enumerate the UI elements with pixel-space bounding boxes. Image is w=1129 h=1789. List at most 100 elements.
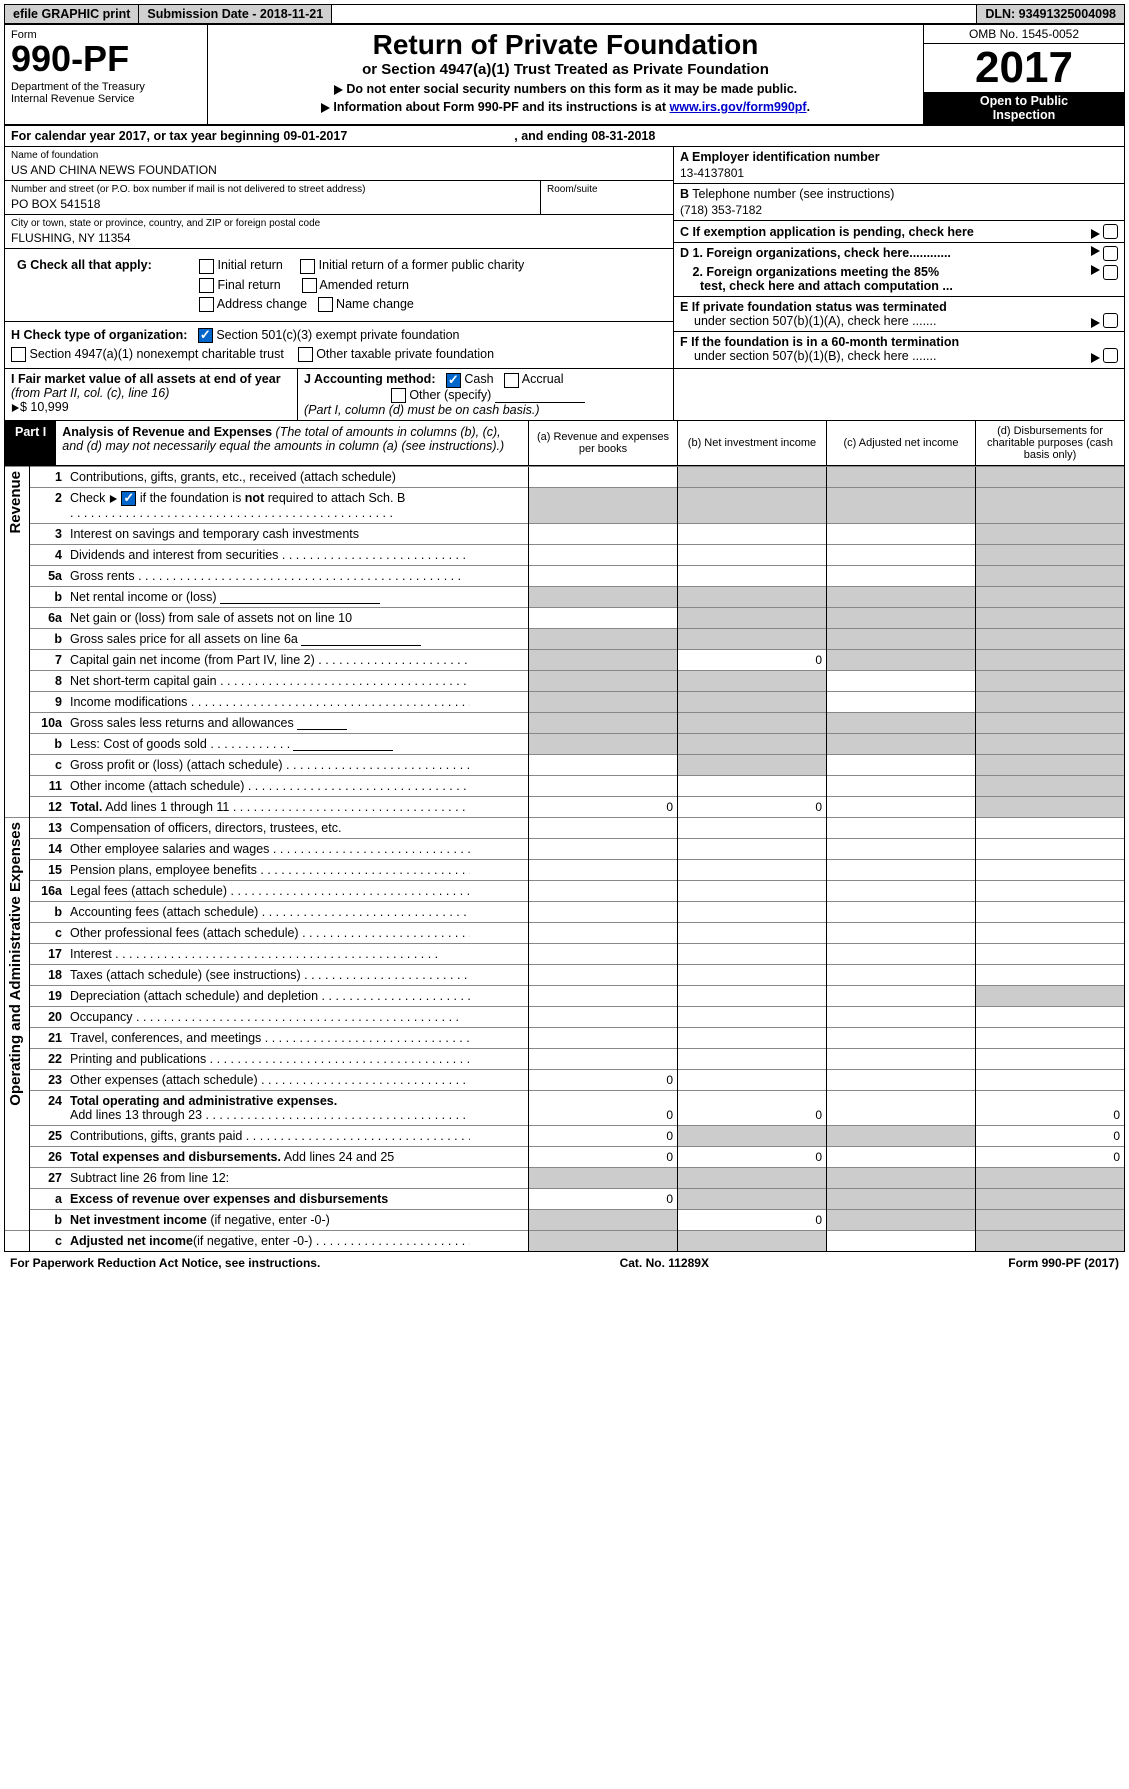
check-accrual[interactable] <box>504 373 519 388</box>
check-e[interactable] <box>1103 313 1118 328</box>
footer-right-pre: Form <box>1008 1256 1041 1270</box>
ein-label: A Employer identification number <box>680 150 1118 164</box>
opt-accrual: Accrual <box>522 372 564 386</box>
arrow-icon <box>1091 265 1100 275</box>
check-address-change[interactable] <box>199 297 214 312</box>
line-27a: Excess of revenue over expenses and disb… <box>70 1192 388 1206</box>
line-27c2: (if negative, enter -0-) <box>193 1234 313 1248</box>
cal-pre: For calendar year 2017, or tax year begi… <box>11 129 283 143</box>
expenses-side-label: Operating and Administrative Expenses <box>5 818 26 1110</box>
val-24d: 0 <box>976 1091 1125 1126</box>
c-text: C If exemption application is pending, c… <box>680 225 1091 239</box>
name-label: Name of foundation <box>11 150 667 161</box>
dln-label: DLN: <box>985 7 1018 21</box>
check-d2[interactable] <box>1103 265 1118 280</box>
opt-final-return: Final return <box>217 278 280 292</box>
opt-other-taxable: Other taxable private foundation <box>316 347 494 361</box>
check-cash[interactable] <box>446 373 461 388</box>
j-label: J Accounting method: <box>304 372 435 386</box>
f2-text: under section 507(b)(1)(B), check here .… <box>694 349 936 363</box>
check-c[interactable] <box>1103 224 1118 239</box>
footer-left: For Paperwork Reduction Act Notice, see … <box>10 1256 320 1270</box>
form-subtitle: or Section 4947(a)(1) Trust Treated as P… <box>214 61 917 78</box>
line-1: Contributions, gifts, grants, etc., rece… <box>70 470 396 484</box>
dept-1: Department of the Treasury <box>11 81 201 93</box>
check-sch-b[interactable] <box>121 491 136 506</box>
cal-mid: , and ending <box>514 129 591 143</box>
check-initial-return[interactable] <box>199 259 214 274</box>
opt-501c3: Section 501(c)(3) exempt private foundat… <box>216 328 459 342</box>
line-5a: Gross rents <box>70 569 135 583</box>
footer-mid: Cat. No. 11289X <box>620 1256 709 1270</box>
info-text: Information about Form 990-PF and its in… <box>333 100 669 114</box>
part-1-title: Analysis of Revenue and Expenses <box>62 425 272 439</box>
j-note: (Part I, column (d) must be on cash basi… <box>304 403 540 417</box>
line-2-a: Check <box>70 491 109 505</box>
line-27b2: (if negative, enter -0-) <box>207 1213 330 1227</box>
line-11: Other income (attach schedule) <box>70 779 244 793</box>
line-12a: Total. <box>70 800 102 814</box>
line-4: Dividends and interest from securities <box>70 548 278 562</box>
cal-begin: 09-01-2017 <box>283 129 347 143</box>
cal-end: 08-31-2018 <box>591 129 655 143</box>
e1-text: E If private foundation status was termi… <box>680 300 947 314</box>
check-other-taxable[interactable] <box>298 347 313 362</box>
line-10c: Gross profit or (loss) (attach schedule) <box>70 758 283 772</box>
line-23: Other expenses (attach schedule) <box>70 1073 258 1087</box>
check-f[interactable] <box>1103 348 1118 363</box>
room-label: Room/suite <box>547 184 667 195</box>
city-value: FLUSHING, NY 11354 <box>11 229 667 245</box>
d1-text: D 1. Foreign organizations, check here..… <box>680 246 1091 261</box>
opt-initial-public: Initial return of a former public charit… <box>319 258 525 272</box>
line-5b: Net rental income or (loss) <box>70 590 217 604</box>
arrow-icon <box>12 404 19 412</box>
line-17: Interest <box>70 947 112 961</box>
arrow-icon <box>1091 246 1100 256</box>
submission-label: Submission Date - <box>147 7 260 21</box>
col-d-header: (d) Disbursements for charitable purpose… <box>975 421 1124 465</box>
arrow-icon <box>1091 353 1100 363</box>
revenue-side-label: Revenue <box>5 467 26 538</box>
val-25d: 0 <box>976 1126 1125 1147</box>
line-6a: Net gain or (loss) from sale of assets n… <box>70 611 352 625</box>
fmv-sub: (from Part II, col. (c), line 16) <box>11 386 169 400</box>
arrow-icon <box>321 103 330 113</box>
check-name-change[interactable] <box>318 297 333 312</box>
omb-number: OMB No. 1545-0052 <box>924 25 1124 44</box>
line-2-b: if the foundation is <box>136 491 244 505</box>
check-final-return[interactable] <box>199 278 214 293</box>
line-27b: Net investment income <box>70 1213 207 1227</box>
b-label: B <box>680 187 689 201</box>
col-c-header: (c) Adjusted net income <box>826 421 975 465</box>
info-link[interactable]: www.irs.gov/form990pf <box>670 100 807 114</box>
check-amended-return[interactable] <box>302 278 317 293</box>
part-1-table: Revenue 1 Contributions, gifts, grants, … <box>5 466 1124 1251</box>
top-bar: efile GRAPHIC print Submission Date - 20… <box>5 5 1124 25</box>
city-label: City or town, state or province, country… <box>11 218 667 229</box>
check-d1[interactable] <box>1103 246 1118 261</box>
check-initial-public[interactable] <box>300 259 315 274</box>
line-26a: Total expenses and disbursements. <box>70 1150 281 1164</box>
line-27: Subtract line 26 from line 12: <box>70 1171 229 1185</box>
check-4947[interactable] <box>11 347 26 362</box>
val-27b: 0 <box>678 1210 827 1231</box>
col-b-header: (b) Net investment income <box>677 421 826 465</box>
efile-label[interactable]: efile GRAPHIC print <box>5 5 139 23</box>
check-501c3[interactable] <box>198 328 213 343</box>
check-other-method[interactable] <box>391 388 406 403</box>
line-26b: Add lines 24 and 25 <box>281 1150 394 1164</box>
opt-other-method: Other (specify) <box>409 388 491 402</box>
val-27a: 0 <box>529 1189 678 1210</box>
line-10b: Less: Cost of goods sold <box>70 737 207 751</box>
line-8: Net short-term capital gain <box>70 674 217 688</box>
line-3: Interest on savings and temporary cash i… <box>70 527 359 541</box>
line-20: Occupancy <box>70 1010 133 1024</box>
line-2-not: not <box>245 491 264 505</box>
line-24a: Total operating and administrative expen… <box>70 1094 337 1108</box>
opt-amended-return: Amended return <box>319 278 409 292</box>
form-number: 990-PF <box>11 41 201 77</box>
val-7b: 0 <box>678 650 827 671</box>
submission-date: 2018-11-21 <box>260 7 323 21</box>
form-title: Return of Private Foundation <box>214 29 917 61</box>
arrow-icon <box>110 495 117 503</box>
